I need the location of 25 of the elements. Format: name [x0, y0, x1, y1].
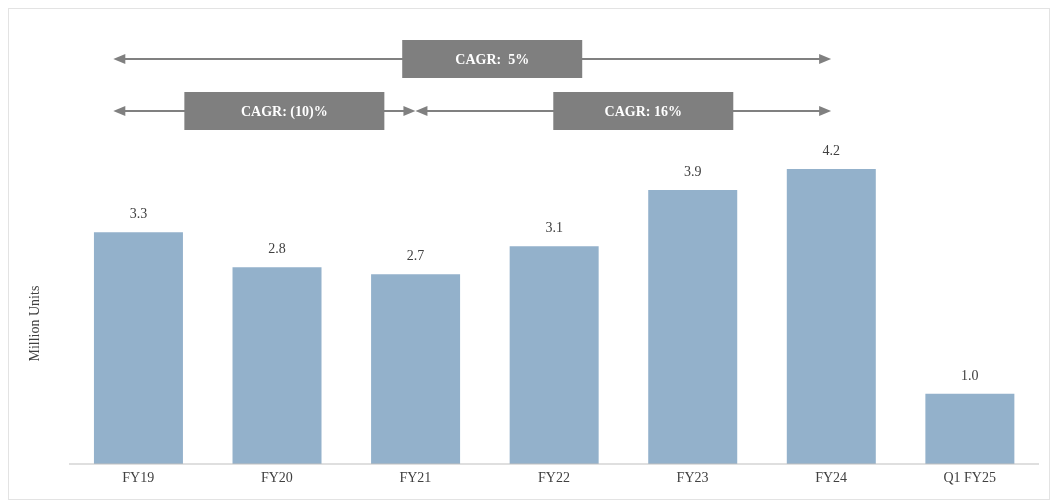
bar — [786, 169, 876, 464]
x-tick-label: FY24 — [815, 469, 848, 485]
bar — [232, 267, 322, 464]
x-tick-label: FY19 — [122, 469, 155, 485]
data-label: 3.3 — [129, 206, 148, 222]
y-axis-title: Million Units — [26, 285, 42, 362]
data-label: 4.2 — [822, 143, 841, 158]
x-tick-label: FY21 — [399, 469, 432, 485]
text: CAGR: 5% — [455, 52, 530, 67]
bar — [925, 393, 1015, 464]
data-label: 1.0 — [961, 367, 979, 383]
bar — [509, 246, 599, 464]
text: CAGR: 16% — [604, 104, 682, 119]
data-label: 3.9 — [683, 164, 702, 180]
bar — [648, 190, 738, 464]
text: CAGR: (10)% — [241, 104, 328, 120]
bar — [371, 274, 461, 464]
data-label: 2.8 — [268, 241, 286, 257]
data-label: 3.1 — [545, 220, 563, 236]
x-tick-label: FY22 — [538, 469, 570, 485]
bar — [93, 232, 183, 464]
data-label: 2.7 — [406, 248, 425, 264]
x-tick-label: FY23 — [676, 469, 709, 485]
x-tick-label: Q1 FY25 — [943, 469, 996, 485]
x-tick-label: FY20 — [260, 469, 293, 485]
